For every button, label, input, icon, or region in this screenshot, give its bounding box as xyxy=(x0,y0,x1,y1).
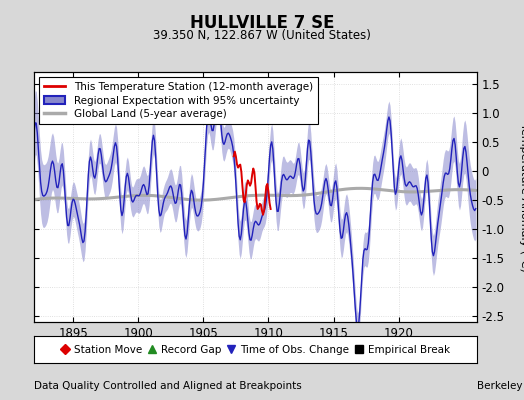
Legend: This Temperature Station (12-month average), Regional Expectation with 95% uncer: This Temperature Station (12-month avera… xyxy=(39,77,318,124)
Y-axis label: Temperature Anomaly (°C): Temperature Anomaly (°C) xyxy=(519,123,524,271)
Text: Data Quality Controlled and Aligned at Breakpoints: Data Quality Controlled and Aligned at B… xyxy=(34,381,302,391)
Text: HULLVILLE 7 SE: HULLVILLE 7 SE xyxy=(190,14,334,32)
Text: 39.350 N, 122.867 W (United States): 39.350 N, 122.867 W (United States) xyxy=(153,29,371,42)
Legend: Station Move, Record Gap, Time of Obs. Change, Empirical Break: Station Move, Record Gap, Time of Obs. C… xyxy=(59,342,452,357)
Text: Berkeley Earth: Berkeley Earth xyxy=(477,381,524,391)
